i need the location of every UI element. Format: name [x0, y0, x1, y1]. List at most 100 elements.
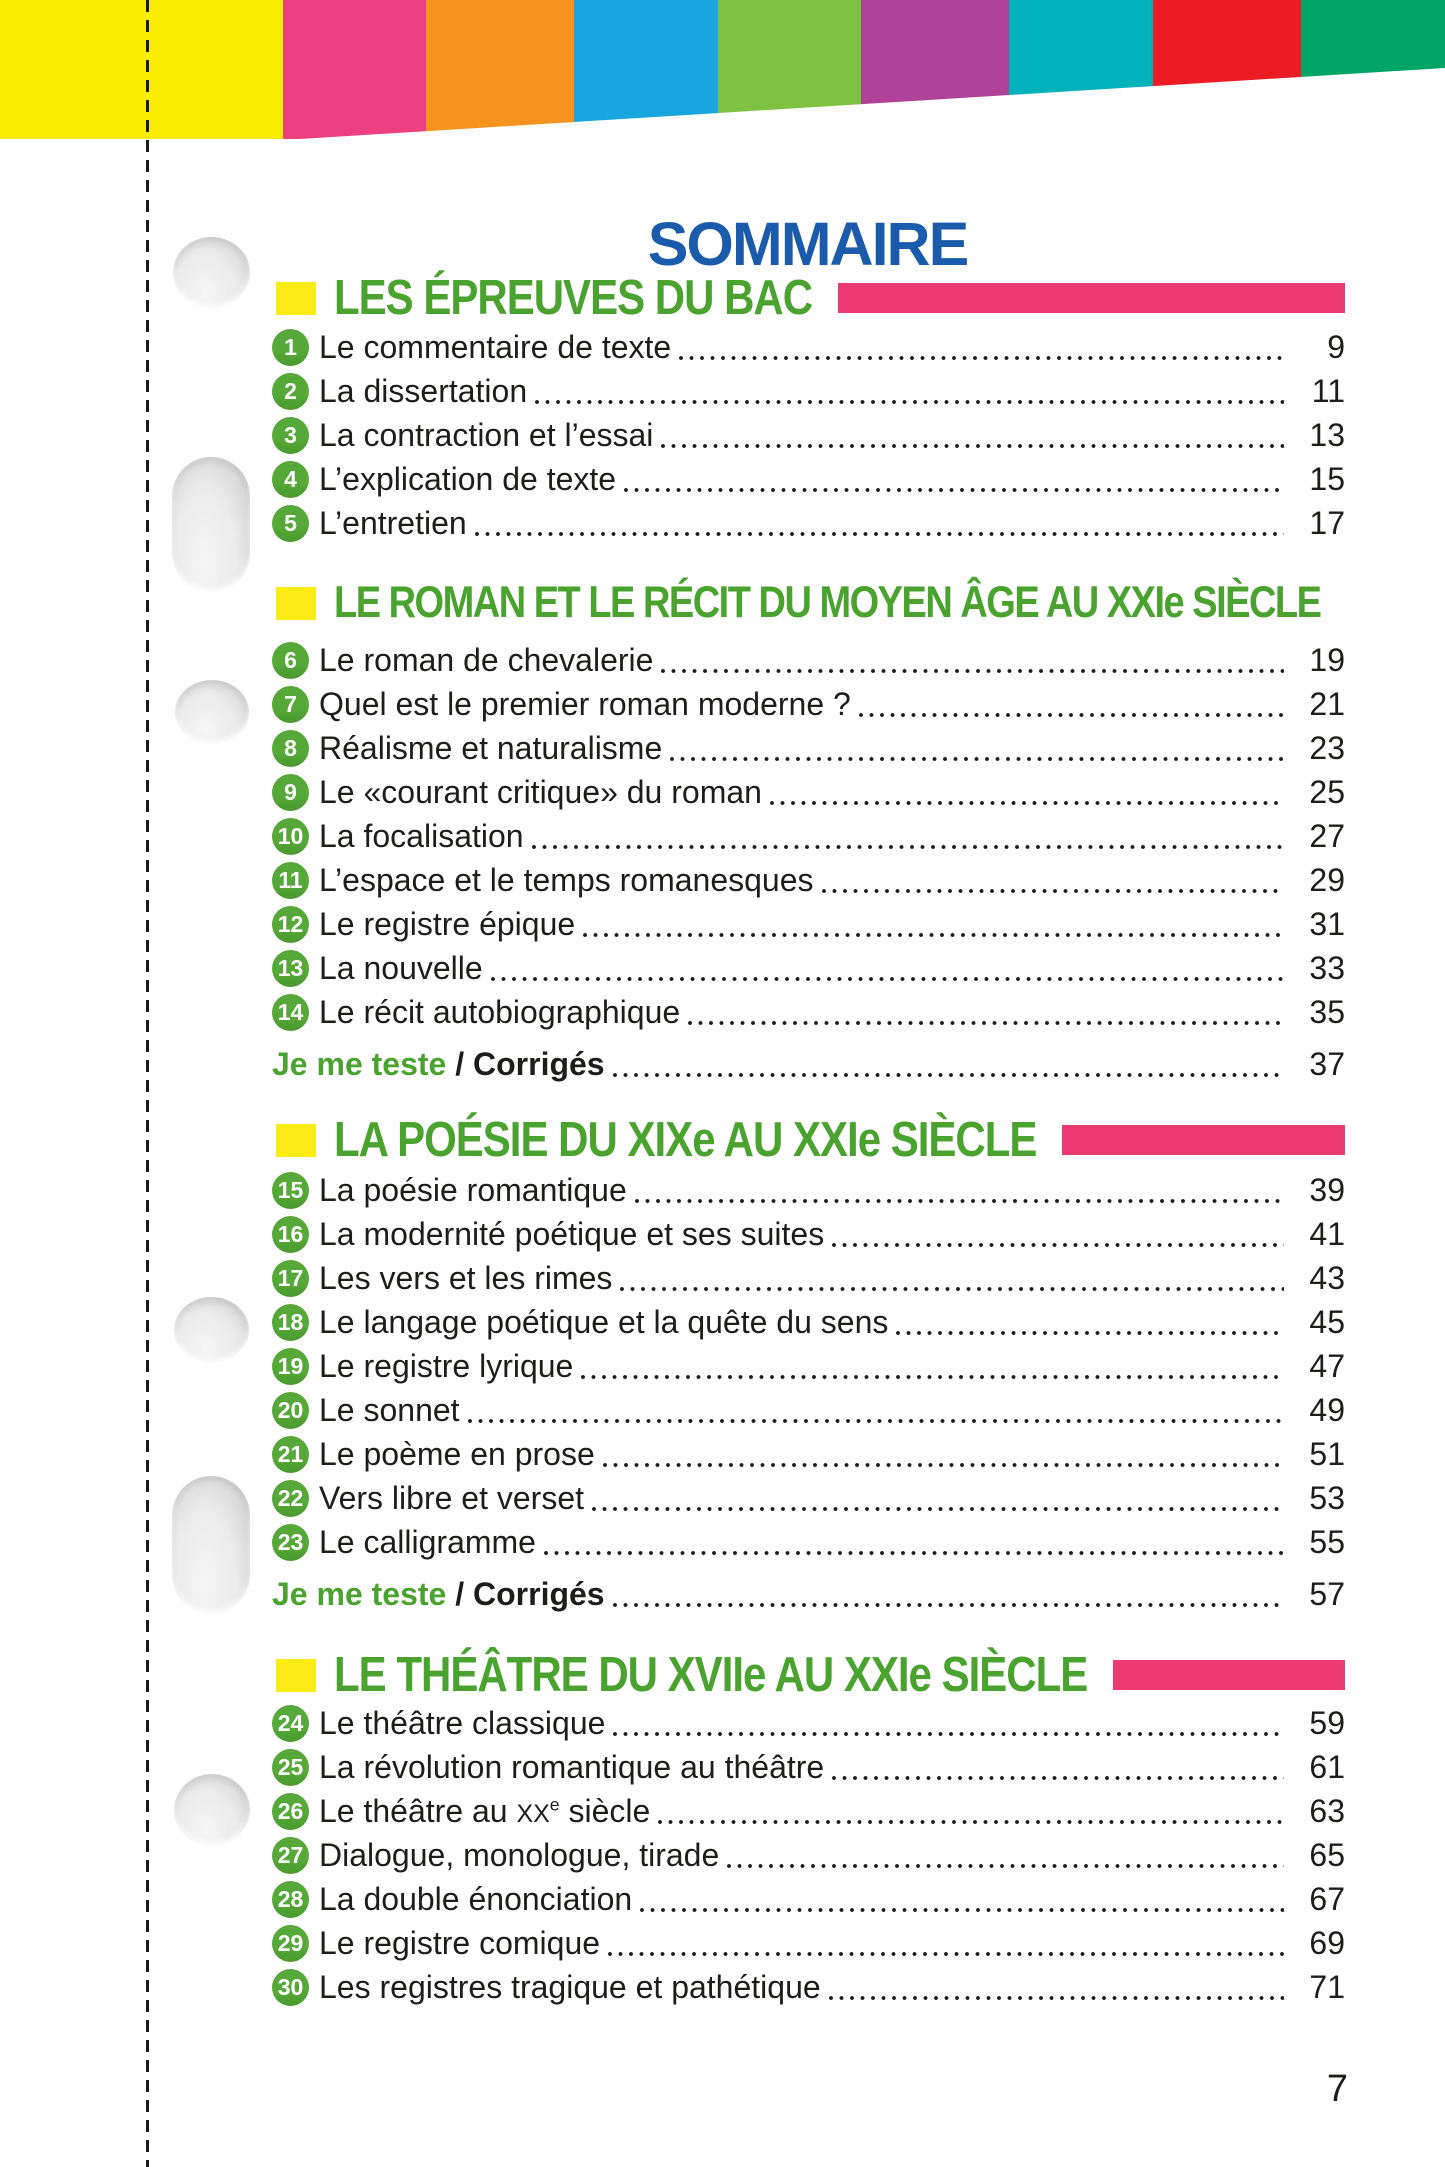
entry-page-number: 57	[1309, 1575, 1345, 1612]
entry-page-number: 13	[1309, 416, 1345, 453]
banner-stripe-red	[1153, 0, 1301, 139]
entry-label: Le commentaire de texte	[319, 329, 671, 366]
entry-label: Les registres tragique et pathétique	[319, 1969, 821, 2006]
entry-number-badge: 16	[272, 1215, 309, 1253]
text-segment: LE THÉÂTRE DU XVII	[334, 1647, 744, 1702]
text-segment: L’espace et le temps romanesques	[319, 861, 814, 898]
toc-entry: 13 La nouvelle 33	[272, 946, 1345, 990]
toc-entry: 11 L’espace et le temps romanesques 29	[272, 858, 1345, 902]
toc-entry: 17 Les vers et les rimes 43	[272, 1256, 1345, 1300]
text-segment: La poésie romantique	[319, 1171, 627, 1208]
entry-label: La double énonciation	[319, 1881, 632, 1918]
banner-stripe-pink	[283, 0, 426, 139]
banner-stripe-blue	[574, 0, 718, 139]
entry-page-number: 55	[1309, 1523, 1345, 1560]
entry-page-number: 23	[1309, 729, 1345, 766]
dot-leader	[543, 1551, 1284, 1555]
text-segment: SIÈCLE	[930, 1647, 1089, 1702]
entry-page-number: 37	[1309, 1045, 1345, 1082]
text-segment: SIÈCLE	[1183, 578, 1322, 627]
entry-page-number: 61	[1309, 1748, 1345, 1785]
dot-leader	[490, 977, 1284, 981]
dot-leader	[531, 845, 1284, 849]
folio-page-number: 7	[1326, 2068, 1348, 2110]
banner-stripe-green	[718, 0, 861, 139]
toc-entry: 24 Le théâtre classique 59	[272, 1701, 1345, 1745]
dot-leader	[602, 1463, 1284, 1467]
dot-leader	[608, 1952, 1284, 1956]
entry-number-badge: 21	[272, 1435, 309, 1473]
entry-number-badge: 11	[272, 861, 309, 899]
entry-label: La modernité poétique et ses suites	[319, 1216, 824, 1253]
text-segment: La dissertation	[319, 372, 528, 409]
text-segment: Dialogue, monologue, tirade	[319, 1836, 720, 1873]
entry-label: Les vers et les rimes	[319, 1260, 612, 1297]
entry-label: Quel est le premier roman moderne ?	[319, 686, 851, 723]
section-header: LES ÉPREUVES DU BAC	[272, 270, 1345, 325]
toc-entry: 25 La révolution romantique au théâtre 61	[272, 1745, 1345, 1789]
text-segment: LA POÉSIE DU XIX	[334, 1112, 693, 1167]
toc-entry: 7 Quel est le premier roman moderne ? 21	[272, 682, 1345, 726]
text-segment: Le sonnet	[319, 1391, 460, 1428]
section-accent-bar	[1113, 1660, 1345, 1690]
entry-label: Le «courant critique» du roman	[319, 774, 762, 811]
entry-label: L’espace et le temps romanesques	[319, 862, 814, 899]
entry-label: Le calligramme	[319, 1524, 536, 1561]
dot-leader	[896, 1331, 1284, 1335]
entry-page-number: 35	[1309, 993, 1345, 1030]
toc-entry: 4 L’explication de texte 15	[272, 457, 1345, 501]
text-segment: La double énonciation	[319, 1880, 633, 1917]
entry-label: Le sonnet	[319, 1392, 460, 1429]
dot-leader	[581, 1375, 1284, 1379]
dot-leader	[612, 1073, 1284, 1077]
text-segment: siècle	[559, 1792, 651, 1829]
entry-page-number: 17	[1309, 504, 1345, 541]
entry-page-number: 15	[1309, 460, 1345, 497]
dot-leader	[858, 713, 1284, 717]
dot-leader	[821, 889, 1284, 893]
entry-page-number: 11	[1311, 372, 1345, 409]
toc-entry: 3 La contraction et l’essai 13	[272, 413, 1345, 457]
banner-stripe-yellow	[0, 0, 283, 139]
text-segment: Le théâtre classique	[319, 1704, 606, 1741]
toc-entry: 21 Le poème en prose 51	[272, 1432, 1345, 1476]
toc-section-2: LE ROMAN ET LE RÉCIT DU MOYEN ÂGE AU XXI…	[272, 578, 1345, 1086]
binding-bump	[172, 457, 250, 592]
entry-label: Réalisme et naturalisme	[319, 730, 662, 767]
dot-leader	[828, 1996, 1284, 2000]
entry-number-badge: 1	[272, 328, 309, 366]
dot-leader	[832, 1243, 1284, 1247]
text-segment: e	[549, 1793, 560, 1814]
binding-bump	[174, 1774, 250, 1846]
entry-label: La dissertation	[319, 373, 527, 410]
section-title: LA POÉSIE DU XIXe AU XXIe SIÈCLE	[334, 1112, 1037, 1168]
text-segment: Le registre épique	[319, 905, 576, 942]
entry-page-number: 49	[1309, 1391, 1345, 1428]
section-header: LA POÉSIE DU XIXe AU XXIe SIÈCLE	[272, 1112, 1345, 1167]
entry-label: Le théâtre classique	[319, 1705, 605, 1742]
toc-entry: 14 Le récit autobiographique 35	[272, 990, 1345, 1034]
entry-number-badge: 18	[272, 1303, 309, 1341]
dot-leader	[727, 1864, 1284, 1868]
entry-label: La nouvelle	[319, 950, 483, 987]
entry-number-badge: 19	[272, 1347, 309, 1385]
section-entries: 24 Le théâtre classique 59 25 La révolution …	[272, 1701, 1345, 2009]
section-bullet-square	[276, 1658, 316, 1692]
binding-bump	[172, 1476, 250, 1614]
entry-number-badge: 13	[272, 949, 309, 987]
entry-number-badge: 14	[272, 993, 309, 1031]
entry-number-badge: 8	[272, 729, 309, 767]
entry-label: Le récit autobiographique	[319, 994, 680, 1031]
text-segment: Le registre lyrique	[319, 1347, 574, 1384]
entry-number-badge: 24	[272, 1704, 309, 1742]
text-segment: Vers libre et verset	[319, 1479, 584, 1516]
entry-page-number: 67	[1309, 1880, 1345, 1917]
toc-entry: 30 Les registres tragique et pathétique 71	[272, 1965, 1345, 2009]
entry-number-badge: 17	[272, 1259, 309, 1297]
dot-leader	[634, 1199, 1284, 1203]
text-segment: Quel est le premier roman moderne ?	[319, 685, 851, 722]
self-test-highlight: Je me teste	[272, 1045, 447, 1082]
entry-number-badge: 3	[272, 416, 309, 454]
section-entries: 1 Le commentaire de texte 9 2 La dissertatio…	[272, 325, 1345, 545]
text-segment: e	[1163, 578, 1185, 627]
